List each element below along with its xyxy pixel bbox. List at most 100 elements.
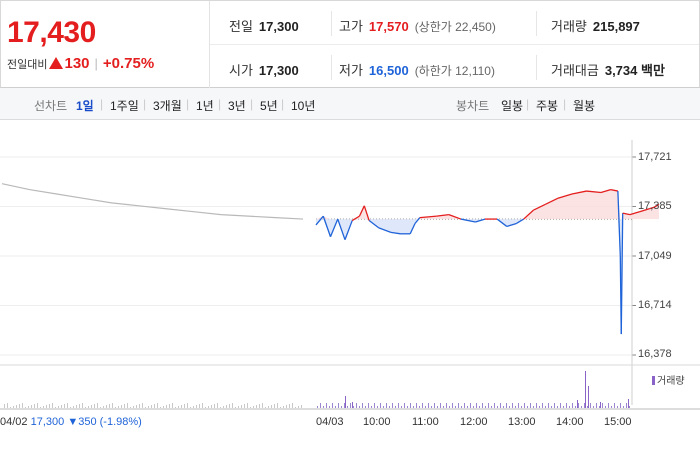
price-line-segment <box>610 188 619 192</box>
volume-bar <box>350 403 351 408</box>
tab-10year[interactable]: 10년 <box>291 99 316 113</box>
volume-bar <box>374 403 375 408</box>
price-line-segment <box>337 218 346 240</box>
volume-bar <box>443 406 444 408</box>
volume-bar <box>560 403 561 408</box>
tab-divider: | <box>526 97 530 111</box>
up-arrow-icon <box>49 57 64 69</box>
volume-bar <box>91 405 92 408</box>
price-line-segment <box>414 217 421 224</box>
volume-bar <box>208 406 209 408</box>
volume-bar <box>329 406 330 408</box>
volume-bar <box>452 403 453 408</box>
tab-1day[interactable]: 1일 <box>76 99 94 113</box>
volume-bar <box>58 406 59 408</box>
volume-bar <box>392 403 393 408</box>
volume-bar <box>244 404 245 408</box>
volume-bar <box>283 406 284 408</box>
price-line-segment <box>557 193 573 200</box>
tab-5year[interactable]: 5년 <box>260 99 278 113</box>
tab-weekly-candle[interactable]: 주봉 <box>536 99 559 113</box>
volume-bar <box>289 404 290 408</box>
volume-bar <box>419 406 420 408</box>
volume-bar <box>518 403 519 408</box>
volume-bar <box>362 403 363 408</box>
volume-bar <box>434 403 435 408</box>
volume-bar <box>79 404 80 408</box>
volume-bar <box>491 406 492 408</box>
price-line-segment <box>586 190 602 194</box>
volume-bar <box>338 403 339 408</box>
volume-bar <box>85 407 86 408</box>
volume-bar <box>332 403 333 408</box>
volume-bar <box>347 406 348 408</box>
stats-col-divider <box>536 55 537 80</box>
volume-bar <box>34 404 35 408</box>
volume-bar <box>286 405 287 408</box>
price-line-segment <box>639 208 650 213</box>
volume-bar <box>214 404 215 408</box>
volume-bar <box>13 406 14 408</box>
volume-bar <box>572 403 573 408</box>
x-tick-label: 15:00 <box>604 416 632 428</box>
price-line-segment <box>533 203 546 211</box>
stat-sub: (하한가 12,110) <box>414 64 495 78</box>
volume-bar <box>344 403 345 408</box>
volume-bar <box>437 406 438 408</box>
volume-bar <box>136 405 137 408</box>
volume-bar <box>476 403 477 408</box>
volume-bar <box>4 404 5 408</box>
volume-bar <box>539 406 540 408</box>
volume-bar <box>262 403 263 408</box>
volume-bar <box>55 407 56 408</box>
change-row: 전일대비 130 | +0.75% <box>7 55 154 72</box>
price-line-segment <box>460 218 476 223</box>
volume-bar <box>446 403 447 408</box>
price-line-segment <box>653 203 660 208</box>
stat-label: 전일 <box>229 19 253 34</box>
volume-bar <box>542 403 543 408</box>
stat-value: 17,570 <box>368 19 409 34</box>
volume-bar <box>19 404 20 408</box>
volume-bar <box>413 406 414 408</box>
volume-bar <box>235 407 236 408</box>
price-line-segment <box>600 188 611 194</box>
volume-bar <box>449 406 450 408</box>
volume-bar <box>554 403 555 408</box>
volume-bar <box>320 403 321 408</box>
volume-bar <box>256 405 257 408</box>
tab-1year[interactable]: 1년 <box>196 99 214 113</box>
volume-bar <box>274 404 275 408</box>
area-above-baseline <box>316 189 659 220</box>
price-line-segment <box>409 223 416 235</box>
tab-3month[interactable]: 3개월 <box>153 99 182 113</box>
volume-bar <box>157 403 158 408</box>
volume-bar <box>265 407 266 408</box>
volume-bar <box>277 403 278 408</box>
volume-bar <box>190 407 191 408</box>
volume-bar <box>247 403 248 408</box>
volume-bar <box>341 406 342 408</box>
volume-bar <box>497 406 498 408</box>
volume-bar <box>223 406 224 408</box>
price-line-segment <box>571 190 587 195</box>
change-value: 130 <box>64 55 90 72</box>
volume-bar <box>485 406 486 408</box>
tab-3year[interactable]: 3년 <box>228 99 246 113</box>
volume-bar <box>295 407 296 408</box>
price-line-segment <box>516 218 525 225</box>
volume-bar <box>298 406 299 408</box>
volume-bar <box>97 403 98 408</box>
price-line-segment <box>322 215 332 237</box>
x-tick-session-date: 04/03 <box>316 416 344 428</box>
volume-bar <box>566 403 567 408</box>
tab-daily-candle[interactable]: 일봉 <box>501 99 524 113</box>
stat-volume: 거래량 215,897 <box>551 16 640 35</box>
tab-1week[interactable]: 1주일 <box>110 99 139 113</box>
volume-bar <box>121 405 122 408</box>
volume-bar <box>268 406 269 408</box>
y-tick-label: 17,049 <box>638 250 672 262</box>
tab-monthly-candle[interactable]: 월봉 <box>573 99 596 113</box>
volume-bar <box>106 405 107 408</box>
volume-bar <box>398 403 399 408</box>
